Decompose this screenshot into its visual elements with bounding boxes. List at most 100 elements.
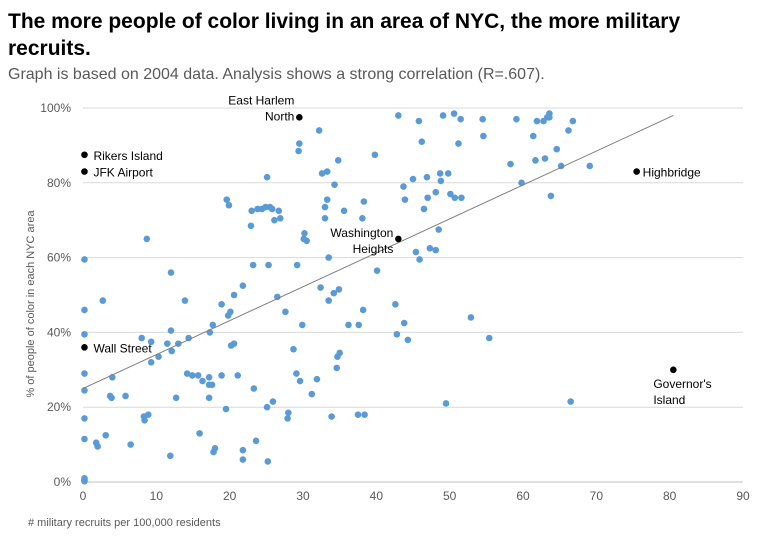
data-point — [164, 340, 171, 347]
data-point — [330, 289, 338, 297]
x-tick-label: 10 — [150, 489, 164, 503]
data-point — [285, 409, 292, 417]
data-point — [282, 308, 289, 316]
data-point — [196, 430, 203, 437]
x-axis-title: # military recruits per 100,000 resident… — [28, 517, 221, 529]
data-point — [371, 151, 379, 159]
data-point — [265, 261, 272, 269]
data-point — [412, 248, 420, 256]
data-point — [199, 377, 206, 385]
data-point — [355, 321, 363, 329]
data-point — [218, 301, 225, 308]
highlighted-points: East Harlem North Rikers Island JFK Airport… — [81, 93, 712, 407]
data-point — [143, 235, 151, 243]
data-point — [333, 364, 341, 372]
data-point — [546, 110, 553, 117]
data-point — [185, 334, 192, 342]
data-point — [435, 226, 442, 233]
y-tick-label: 80% — [47, 176, 71, 190]
data-point — [467, 314, 475, 321]
data-point — [81, 435, 88, 443]
data-point — [264, 458, 272, 465]
x-tick-label: 30 — [296, 489, 310, 503]
data-point — [81, 387, 88, 394]
data-point — [274, 293, 281, 301]
data-point — [447, 190, 454, 198]
data-point — [315, 127, 323, 134]
point-label: Governor's Island — [653, 377, 711, 407]
data-point — [301, 229, 308, 237]
data-point — [222, 405, 230, 413]
y-tick-label: 40% — [47, 325, 71, 339]
data-point — [586, 162, 594, 170]
data-point — [409, 175, 417, 183]
axis-ticks: 0% 20% 40% 60% 80% 100% 0 10 20 30 40 50 60 70 80 90 — [40, 101, 750, 503]
data-point — [296, 377, 304, 385]
data-point — [400, 319, 408, 327]
data-point — [147, 338, 155, 346]
data-point — [321, 215, 329, 222]
data-point — [188, 372, 196, 379]
data-point — [166, 452, 174, 460]
data-point — [172, 394, 180, 402]
y-tick-label: 0% — [54, 475, 72, 489]
data-point — [437, 177, 445, 185]
x-tick-label: 50 — [443, 489, 457, 503]
data-point — [293, 370, 300, 377]
x-tick-label: 20 — [223, 489, 237, 503]
data-point — [271, 216, 278, 224]
highlighted-point — [395, 235, 402, 243]
highlighted-point — [670, 366, 677, 374]
highlighted-point — [81, 151, 88, 159]
data-point — [432, 188, 440, 196]
data-point — [340, 207, 348, 215]
data-point — [553, 145, 561, 153]
data-point — [547, 192, 555, 200]
data-point — [99, 297, 107, 304]
y-tick-label: 100% — [40, 101, 71, 115]
data-point — [181, 297, 189, 304]
data-point — [400, 183, 407, 190]
data-point — [395, 112, 402, 119]
data-point — [141, 416, 148, 424]
data-point — [323, 196, 331, 203]
data-point — [108, 394, 115, 402]
data-point — [227, 308, 234, 316]
data-point — [276, 215, 284, 222]
data-point — [208, 381, 216, 389]
data-point — [567, 398, 574, 405]
data-point — [345, 321, 352, 329]
grid-lines — [83, 107, 743, 483]
data-point — [248, 207, 255, 215]
point-label: JFK Airport — [93, 166, 153, 180]
data-point — [205, 373, 213, 381]
data-point — [457, 115, 464, 123]
data-point — [323, 168, 331, 175]
data-point — [359, 306, 367, 314]
y-axis-title: % of people of color in each NYC area — [25, 210, 37, 398]
data-point — [480, 132, 487, 140]
data-point — [529, 132, 537, 140]
data-point — [451, 194, 459, 202]
data-point — [284, 415, 291, 422]
data-point — [418, 138, 426, 145]
data-point — [168, 347, 176, 355]
data-point — [439, 112, 447, 119]
data-point — [424, 194, 431, 202]
data-point — [423, 173, 431, 181]
data-point — [436, 170, 444, 177]
data-point — [426, 244, 434, 252]
data-point — [308, 390, 316, 398]
data-point — [81, 256, 88, 263]
data-point — [211, 445, 219, 452]
data-point — [247, 222, 255, 230]
data-point — [455, 140, 462, 147]
trendline — [82, 115, 674, 389]
data-point — [336, 349, 343, 357]
data-point — [317, 284, 324, 291]
data-point — [205, 394, 213, 402]
data-point — [239, 282, 247, 289]
data-point — [334, 157, 342, 164]
data-point — [167, 269, 175, 276]
data-point — [290, 345, 297, 353]
